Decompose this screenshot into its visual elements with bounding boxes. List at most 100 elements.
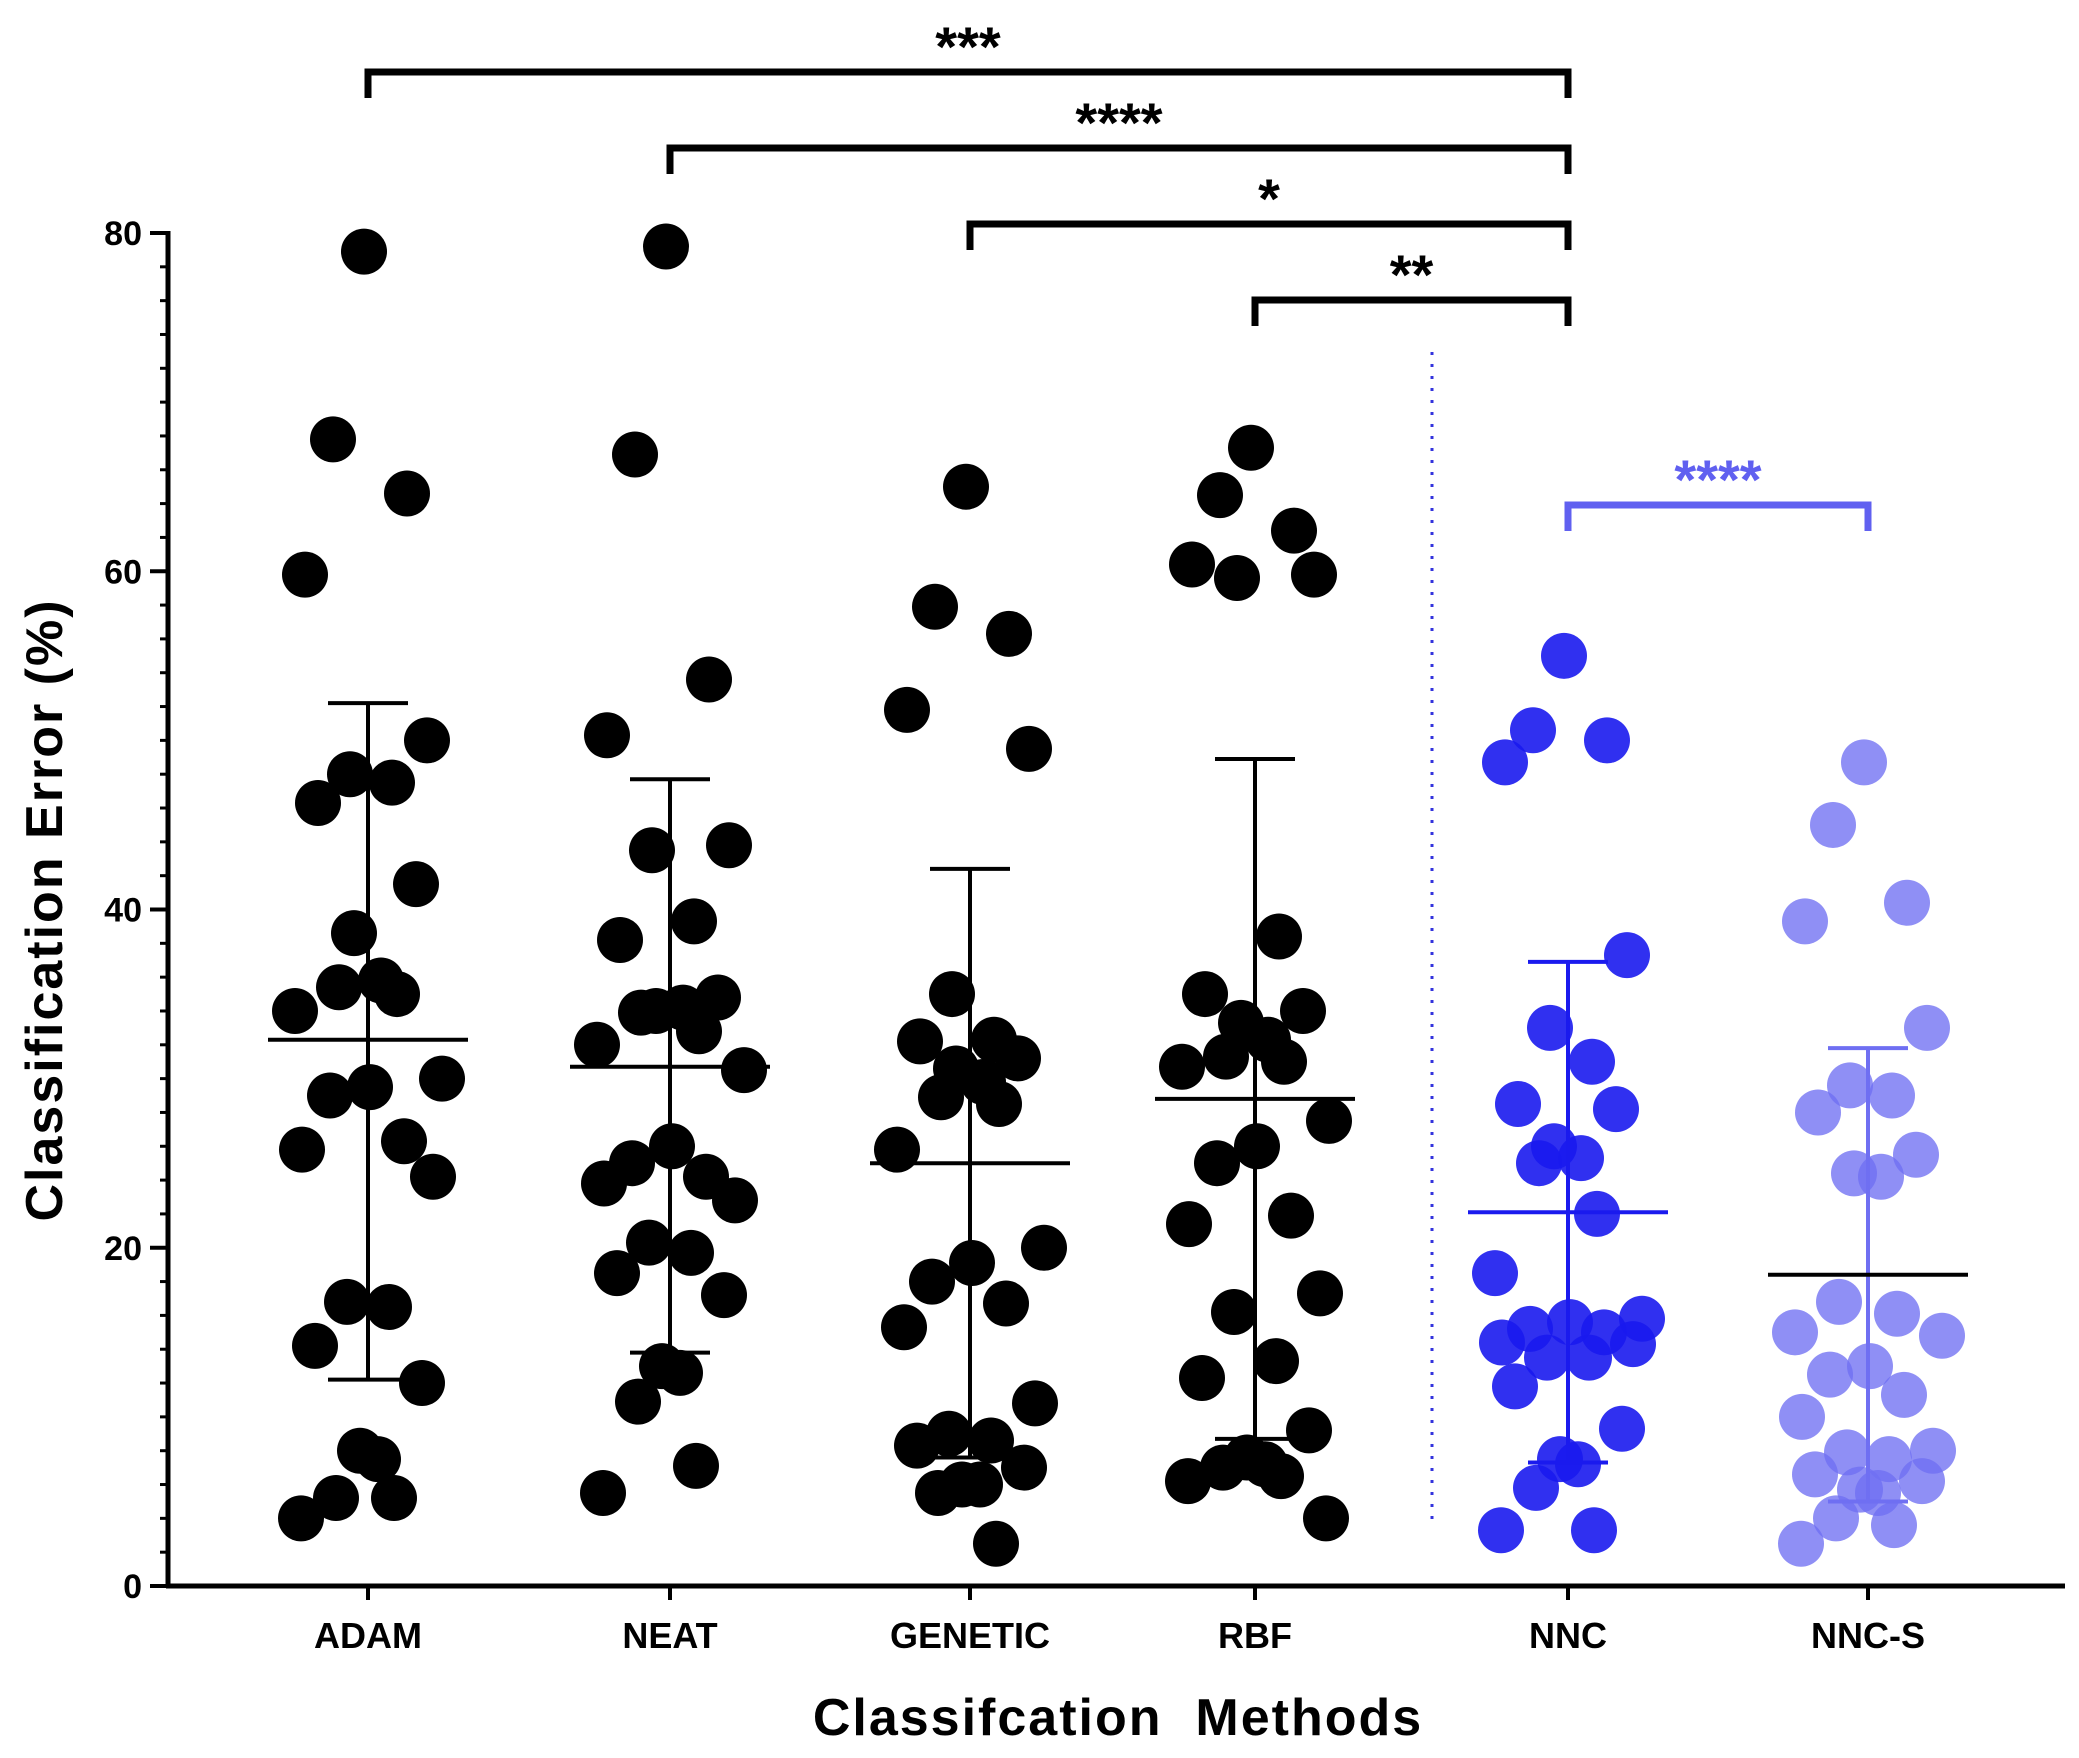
data-point xyxy=(973,1520,1019,1567)
data-point xyxy=(1479,1319,1525,1366)
data-point xyxy=(310,416,356,463)
mean-sd-bars xyxy=(268,701,1968,1504)
data-point xyxy=(366,1283,412,1330)
data-point xyxy=(1778,1520,1824,1567)
data-point xyxy=(1584,717,1630,764)
data-point xyxy=(1280,987,1326,1034)
data-point xyxy=(279,1126,325,1173)
data-point xyxy=(355,1436,401,1483)
data-point xyxy=(1541,632,1587,679)
data-point xyxy=(341,228,387,275)
data-point xyxy=(1179,1354,1225,1401)
data-point xyxy=(371,1475,417,1522)
data-point xyxy=(1904,1004,1950,1051)
data-point xyxy=(1893,1131,1939,1178)
data-point xyxy=(404,717,450,764)
data-point xyxy=(912,583,958,630)
significance-label: *** xyxy=(935,15,1001,78)
data-point xyxy=(968,1417,1014,1464)
data-point xyxy=(1200,1444,1246,1491)
data-point xyxy=(278,1495,324,1542)
data-point xyxy=(1261,1038,1307,1085)
data-point xyxy=(657,1349,703,1396)
data-point xyxy=(1012,1380,1058,1427)
significance-label: * xyxy=(1258,167,1280,230)
data-point xyxy=(668,1229,714,1276)
data-point xyxy=(673,1442,719,1489)
data-point xyxy=(1253,1338,1299,1385)
data-point xyxy=(384,470,430,517)
data-point xyxy=(1291,551,1337,598)
data-point xyxy=(643,223,689,270)
data-point xyxy=(1513,1464,1559,1511)
data-point xyxy=(1604,932,1650,979)
data-point xyxy=(581,1160,627,1207)
data-point xyxy=(1197,472,1243,519)
data-point xyxy=(1869,1072,1915,1119)
data-point xyxy=(295,779,341,826)
data-point xyxy=(419,1055,465,1102)
data-point xyxy=(1492,1363,1538,1410)
data-point xyxy=(615,1378,661,1425)
x-axis-title: Classifcation Methods xyxy=(813,1689,1423,1747)
data-point xyxy=(369,759,415,806)
data-point xyxy=(574,1021,620,1068)
data-point xyxy=(1166,1201,1212,1248)
data-point xyxy=(1214,555,1260,602)
data-point xyxy=(1569,1038,1615,1085)
data-point xyxy=(929,971,975,1018)
data-point xyxy=(1510,707,1556,754)
significance-bracket xyxy=(966,220,1572,250)
data-point xyxy=(894,1422,940,1469)
x-tick-label: NNC xyxy=(1529,1615,1607,1656)
data-point xyxy=(1858,1153,1904,1200)
data-point xyxy=(1165,1458,1211,1505)
data-point xyxy=(1824,1429,1870,1476)
x-tick-label: RBF xyxy=(1218,1615,1292,1656)
data-point xyxy=(943,463,989,510)
data-point xyxy=(313,1475,359,1522)
data-point xyxy=(331,910,377,957)
data-point xyxy=(1566,1334,1612,1381)
data-point xyxy=(874,1126,920,1173)
data-point xyxy=(597,916,643,963)
data-point xyxy=(1495,1080,1541,1127)
data-point xyxy=(1169,541,1215,588)
y-tick-label: 40 xyxy=(104,892,142,930)
data-point xyxy=(1482,739,1528,786)
data-point xyxy=(292,1322,338,1369)
data-point xyxy=(1919,1312,1965,1359)
x-tick-label: NNC-S xyxy=(1811,1615,1925,1656)
data-point xyxy=(327,751,373,798)
data-points xyxy=(272,223,1965,1567)
data-point xyxy=(1286,1407,1332,1454)
data-point xyxy=(1159,1043,1205,1090)
data-point xyxy=(1228,424,1274,471)
y-tick-label: 0 xyxy=(123,1568,142,1606)
data-point xyxy=(1558,1135,1604,1182)
data-point xyxy=(1297,1270,1343,1317)
data-point xyxy=(671,898,717,945)
data-point xyxy=(272,987,318,1034)
data-point xyxy=(1527,1004,1573,1051)
data-point xyxy=(1516,1140,1562,1187)
data-point xyxy=(1874,1290,1920,1337)
data-point xyxy=(1256,913,1302,960)
data-point xyxy=(1792,1451,1838,1498)
data-point xyxy=(1571,1507,1617,1554)
significance-label: ** xyxy=(1390,243,1434,306)
data-point xyxy=(1303,1495,1349,1542)
data-point xyxy=(1211,1289,1257,1336)
data-point xyxy=(1610,1321,1656,1368)
data-point xyxy=(1021,1224,1067,1271)
data-point xyxy=(580,1469,626,1516)
data-point xyxy=(399,1360,445,1407)
data-point xyxy=(1194,1140,1240,1187)
data-point xyxy=(1478,1507,1524,1554)
data-point xyxy=(1001,1444,1047,1491)
data-point xyxy=(884,686,930,733)
y-tick-label: 60 xyxy=(104,553,142,591)
data-point xyxy=(307,1072,353,1119)
data-point xyxy=(881,1304,927,1351)
data-point xyxy=(626,1219,672,1266)
